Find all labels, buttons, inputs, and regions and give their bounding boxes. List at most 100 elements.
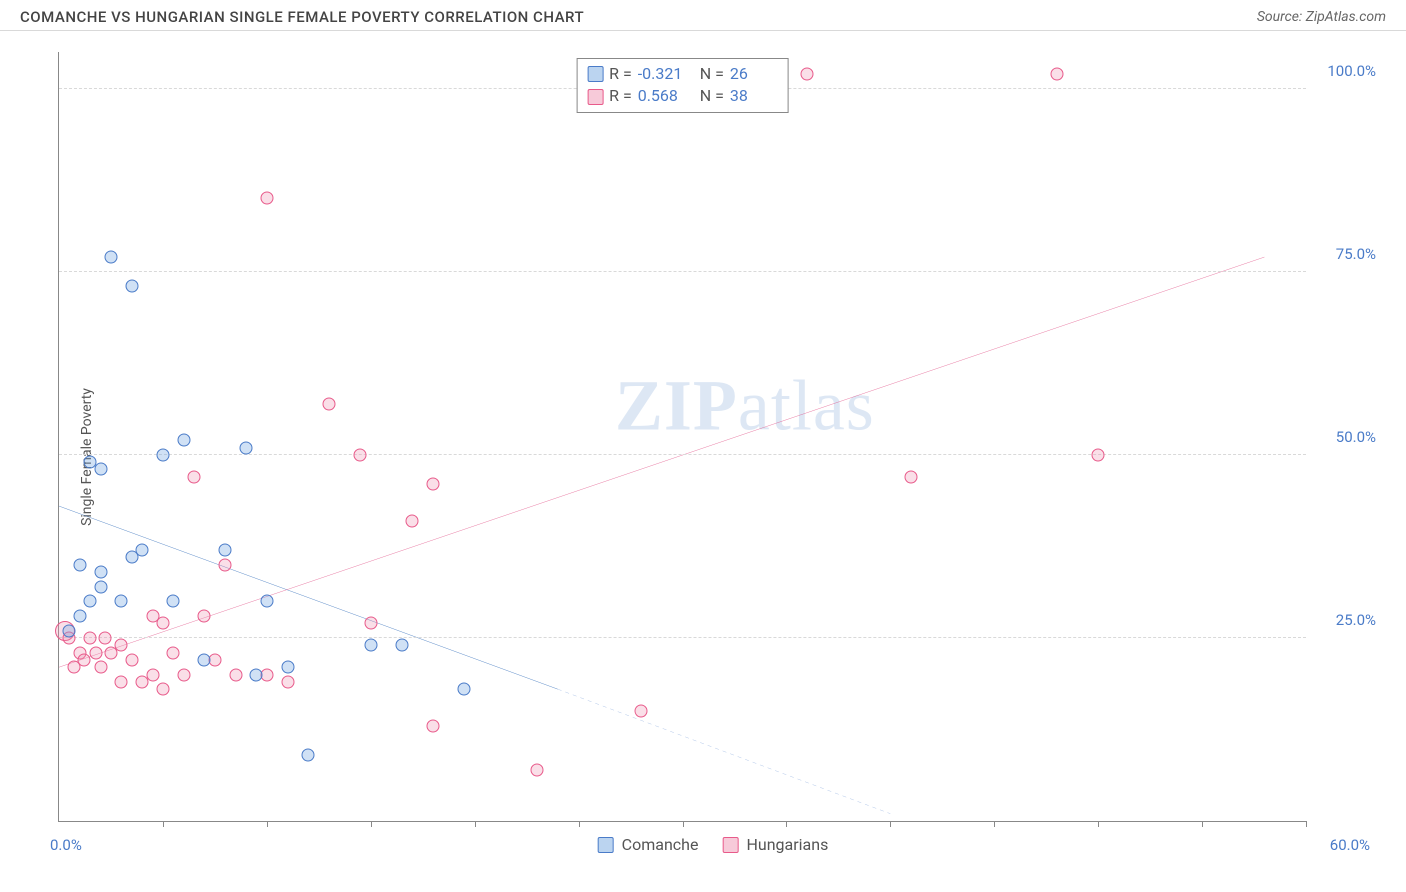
x-tick — [1202, 821, 1203, 827]
data-point — [188, 470, 201, 483]
data-point — [302, 749, 315, 762]
data-point — [177, 668, 190, 681]
data-point — [94, 580, 107, 593]
stats-legend: R = -0.321 N = 26 R = 0.568 N = 38 — [576, 58, 789, 113]
scatter-plot: ZIPatlas R =-0.321N =26R =0.568N =38 25.… — [58, 52, 1306, 822]
data-point — [94, 463, 107, 476]
data-point — [90, 646, 103, 659]
data-point — [458, 683, 471, 696]
watermark: ZIPatlas — [615, 364, 875, 447]
x-axis-min-label: 0.0% — [50, 836, 82, 854]
r-label: R = — [609, 63, 632, 85]
data-point — [63, 624, 76, 637]
legend-swatch — [587, 89, 603, 105]
data-point — [104, 251, 117, 264]
chart-area: Single Female Poverty ZIPatlas R =-0.321… — [40, 52, 1386, 862]
chart-source: Source: ZipAtlas.com — [1257, 9, 1386, 25]
r-value: 0.568 — [638, 85, 686, 107]
data-point — [156, 617, 169, 630]
data-point — [1092, 448, 1105, 461]
legend-swatch — [722, 837, 738, 853]
n-label: N = — [700, 63, 724, 85]
data-point — [531, 763, 544, 776]
data-point — [77, 653, 90, 666]
x-tick — [994, 821, 995, 827]
data-point — [136, 544, 149, 557]
data-point — [219, 558, 232, 571]
data-point — [198, 653, 211, 666]
x-tick — [475, 821, 476, 827]
data-point — [364, 639, 377, 652]
x-tick — [579, 821, 580, 827]
data-point — [905, 470, 918, 483]
data-point — [98, 631, 111, 644]
data-point — [146, 668, 159, 681]
legend-item: Comanche — [598, 835, 699, 854]
chart-title: COMANCHE VS HUNGARIAN SINGLE FEMALE POVE… — [20, 8, 584, 26]
x-tick — [786, 821, 787, 827]
data-point — [84, 631, 97, 644]
data-point — [167, 646, 180, 659]
y-tick-label: 50.0% — [1316, 428, 1376, 446]
data-point — [250, 668, 263, 681]
data-point — [156, 683, 169, 696]
n-value: 26 — [730, 63, 778, 85]
legend-label: Comanche — [622, 835, 699, 854]
legend-label: Hungarians — [746, 835, 828, 854]
data-point — [281, 675, 294, 688]
x-tick — [683, 821, 684, 827]
series-legend: Comanche Hungarians — [598, 835, 829, 854]
data-point — [94, 566, 107, 579]
data-point — [801, 67, 814, 80]
data-point — [354, 448, 367, 461]
x-tick — [371, 821, 372, 827]
x-tick — [267, 821, 268, 827]
grid-line — [59, 271, 1306, 272]
data-point — [125, 653, 138, 666]
data-point — [395, 639, 408, 652]
data-point — [219, 544, 232, 557]
data-point — [229, 668, 242, 681]
data-point — [73, 558, 86, 571]
data-point — [198, 609, 211, 622]
n-label: N = — [700, 85, 724, 107]
legend-swatch — [587, 66, 603, 82]
n-value: 38 — [730, 85, 778, 107]
x-axis-max-label: 60.0% — [1330, 836, 1370, 854]
data-point — [406, 514, 419, 527]
data-point — [634, 705, 647, 718]
data-point — [427, 478, 440, 491]
data-point — [177, 434, 190, 447]
data-point — [323, 397, 336, 410]
r-label: R = — [609, 85, 632, 107]
data-point — [115, 595, 128, 608]
data-point — [281, 661, 294, 674]
legend-swatch — [598, 837, 614, 853]
data-point — [240, 441, 253, 454]
data-point — [125, 280, 138, 293]
y-tick-label: 25.0% — [1316, 611, 1376, 629]
data-point — [167, 595, 180, 608]
data-point — [260, 595, 273, 608]
x-tick — [1306, 821, 1307, 827]
data-point — [115, 639, 128, 652]
data-point — [73, 609, 86, 622]
data-point — [84, 595, 97, 608]
x-tick — [163, 821, 164, 827]
trend-lines — [59, 52, 1306, 821]
x-tick — [890, 821, 891, 827]
x-tick — [1098, 821, 1099, 827]
chart-header: COMANCHE VS HUNGARIAN SINGLE FEMALE POVE… — [0, 0, 1406, 31]
y-tick-label: 100.0% — [1316, 62, 1376, 80]
stats-legend-row: R = 0.568 N = 38 — [587, 85, 778, 107]
y-tick-label: 75.0% — [1316, 245, 1376, 263]
data-point — [1050, 67, 1063, 80]
data-point — [364, 617, 377, 630]
stats-legend-row: R = -0.321 N = 26 — [587, 63, 778, 85]
data-point — [427, 719, 440, 732]
data-point — [94, 661, 107, 674]
data-point — [260, 192, 273, 205]
grid-line — [59, 637, 1306, 638]
data-point — [156, 448, 169, 461]
r-value: -0.321 — [638, 63, 686, 85]
